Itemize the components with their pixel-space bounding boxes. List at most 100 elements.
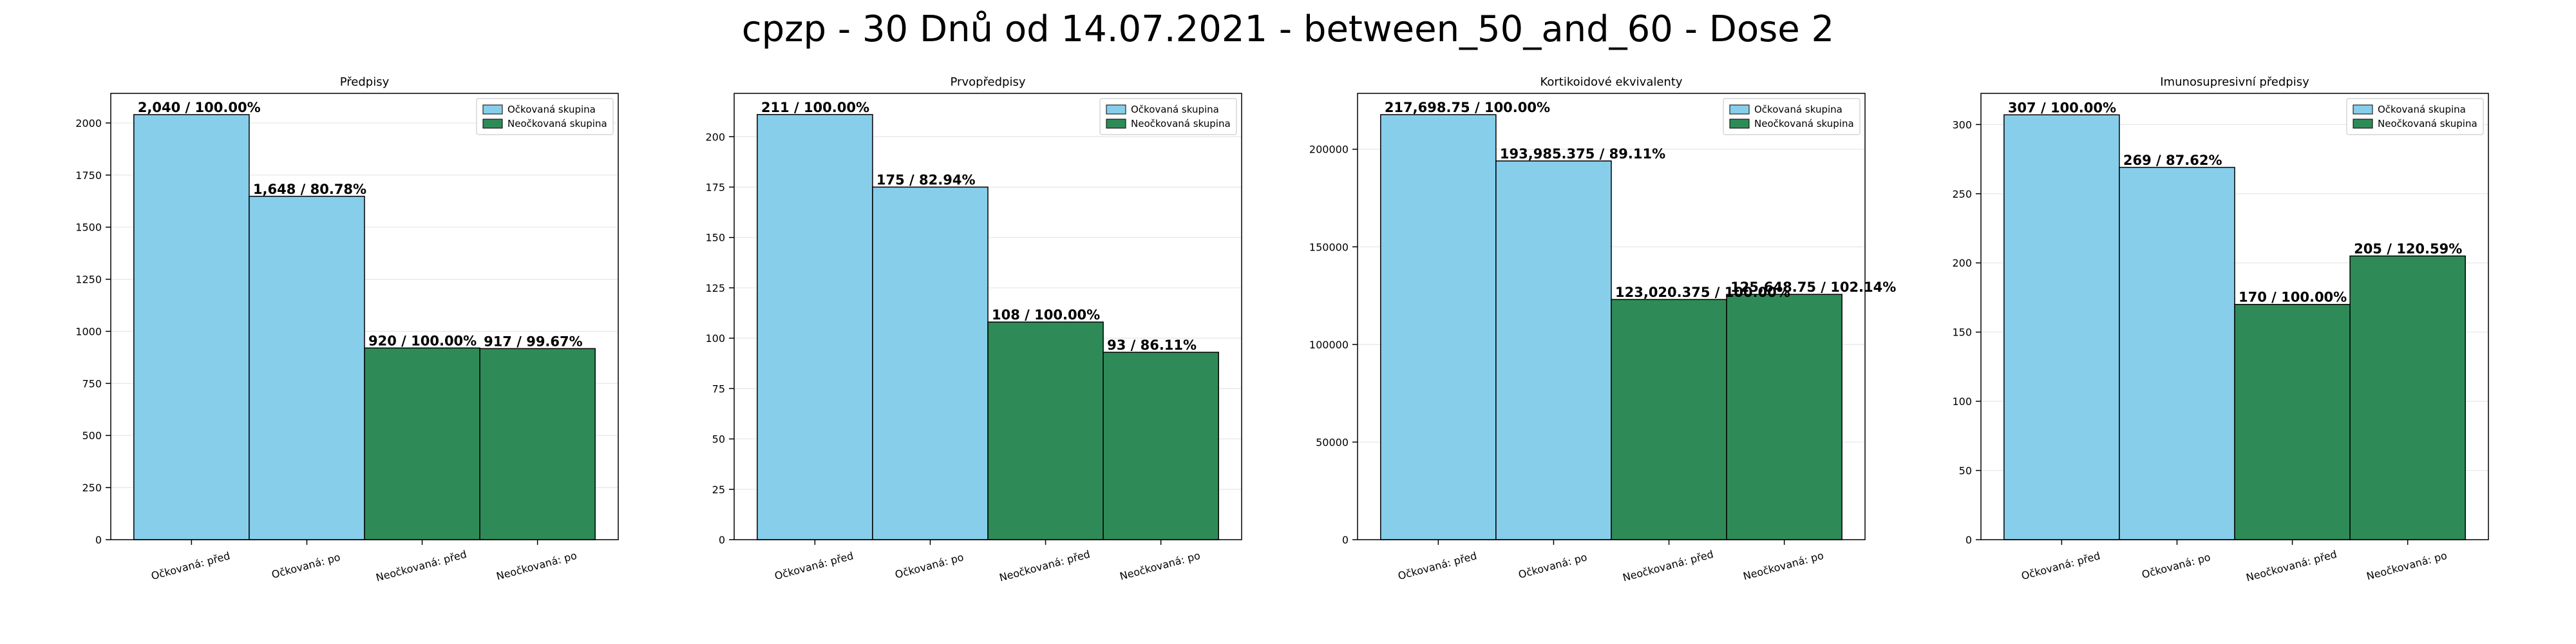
x-tick-label: Neočkovaná: po (2365, 549, 2448, 583)
y-tick-label: 1500 (75, 222, 102, 234)
legend-label: Očkovaná skupina (1131, 104, 1219, 115)
y-tick-label: 500 (82, 430, 102, 442)
y-tick-label: 1750 (75, 169, 102, 182)
legend-swatch (1106, 104, 1126, 115)
legend-swatch (1729, 118, 1750, 129)
bar (757, 114, 873, 540)
bar (479, 348, 596, 540)
x-tick-label: Očkovaná: před (2020, 549, 2102, 582)
subplot-title: Prvopředpisy (951, 75, 1026, 89)
legend-swatch (482, 104, 503, 115)
figure-title: cpzp - 30 Dnů od 14.07.2021 - between_50… (741, 8, 1835, 50)
bar (2119, 167, 2235, 540)
subplot-title: Předpisy (340, 75, 390, 89)
legend-box (1723, 98, 1861, 135)
y-tick-label: 2000 (75, 117, 102, 129)
bar-value-label: 307 / 100.00% (2008, 100, 2116, 115)
y-tick-label: 75 (712, 383, 725, 395)
y-tick-label: 0 (1342, 534, 1349, 546)
y-tick-label: 0 (1965, 534, 1972, 546)
y-tick-label: 25 (712, 484, 725, 496)
legend-label: Očkovaná skupina (507, 104, 596, 115)
bar-value-label: 920 / 100.00% (368, 333, 477, 348)
y-tick-label: 250 (82, 482, 102, 494)
bar-value-label: 93 / 86.11% (1107, 337, 1197, 353)
x-tick-label: Očkovaná: po (2141, 551, 2212, 581)
y-tick-label: 1250 (75, 274, 102, 286)
x-tick-label: Očkovaná: po (270, 551, 342, 581)
bar-value-label: 2,040 / 100.00% (138, 100, 261, 115)
x-tick-label: Neočkovaná: před (1622, 548, 1715, 584)
y-tick-label: 0 (95, 534, 102, 546)
bar-value-label: 170 / 100.00% (2239, 290, 2347, 305)
bar-value-label: 175 / 82.94% (876, 172, 976, 187)
x-tick-label: Očkovaná: před (773, 549, 855, 582)
bar (133, 114, 250, 540)
y-tick-label: 150 (705, 232, 725, 244)
axes-frame (1357, 93, 1866, 540)
bar-value-label: 917 / 99.67% (484, 334, 583, 349)
x-tick-label: Očkovaná: před (1397, 549, 1479, 582)
y-tick-label: 100 (1952, 395, 1972, 408)
bar (2003, 114, 2120, 540)
subplot-title: Imunosupresivní předpisy (2160, 75, 2309, 89)
legend-swatch (482, 118, 503, 129)
bar-value-label: 1,648 / 80.78% (253, 182, 366, 197)
y-tick-label: 750 (82, 377, 102, 390)
bar (872, 186, 989, 540)
legend-label: Očkovaná skupina (2378, 104, 2466, 115)
x-tick-label: Očkovaná: po (894, 551, 965, 581)
bar (2234, 303, 2351, 540)
y-tick-label: 200 (705, 131, 725, 143)
axes-frame (1980, 93, 2489, 540)
y-tick-label: 175 (705, 181, 725, 193)
bar-value-label: 193,985.375 / 89.11% (1500, 146, 1665, 162)
legend-swatch (2353, 104, 2373, 115)
y-tick-label: 100 (705, 332, 725, 345)
legend-swatch (2353, 118, 2373, 129)
bar-value-label: 108 / 100.00% (992, 307, 1100, 323)
y-tick-label: 100000 (1309, 339, 1349, 351)
bar-value-label: 211 / 100.00% (761, 100, 869, 115)
bar-value-label: 269 / 87.62% (2123, 153, 2222, 168)
x-tick-label: Neočkovaná: po (1742, 549, 1825, 583)
bar-value-label: 123,020.375 / 100.00% (1615, 285, 1790, 300)
x-tick-label: Očkovaná: po (1517, 551, 1589, 581)
y-tick-label: 150 (1952, 327, 1972, 339)
y-tick-label: 50 (1959, 465, 1972, 477)
bar (249, 196, 365, 540)
y-tick-label: 50 (712, 433, 725, 446)
y-tick-label: 300 (1952, 118, 1972, 131)
bar-value-label: 205 / 120.59% (2354, 241, 2462, 256)
axes-frame (110, 93, 619, 540)
legend-swatch (1106, 118, 1126, 129)
x-tick-label: Očkovaná: před (150, 549, 232, 582)
y-tick-label: 150000 (1309, 241, 1349, 253)
x-tick-label: Neočkovaná: po (495, 549, 578, 583)
y-tick-label: 200000 (1309, 144, 1349, 156)
subplot-title: Kortikoidové ekvivalenty (1540, 75, 1682, 89)
legend-label: Neočkovaná skupina (507, 118, 607, 129)
y-tick-label: 0 (719, 534, 725, 546)
bar (1103, 352, 1219, 540)
bar (1495, 160, 1612, 540)
legend-label: Neočkovaná skupina (1754, 118, 1854, 129)
bar (2349, 255, 2466, 540)
bar-value-label: 217,698.75 / 100.00% (1385, 100, 1550, 115)
axes-frame (734, 93, 1242, 540)
legend-swatch (1729, 104, 1750, 115)
legend-label: Očkovaná skupina (1754, 104, 1842, 115)
legend-label: Neočkovaná skupina (2378, 118, 2477, 129)
x-tick-label: Neočkovaná: před (998, 548, 1092, 584)
legend-label: Neočkovaná skupina (1131, 118, 1231, 129)
bar-value-label: 125,648.75 / 102.14% (1730, 279, 1896, 295)
bar (1380, 114, 1497, 540)
legend-box (476, 98, 614, 135)
bar (1611, 299, 1727, 540)
x-tick-label: Neočkovaná: před (2245, 548, 2338, 584)
legend-box (2346, 98, 2484, 135)
x-tick-label: Neočkovaná: před (375, 548, 468, 584)
y-tick-label: 125 (705, 282, 725, 294)
bar (1726, 294, 1842, 540)
